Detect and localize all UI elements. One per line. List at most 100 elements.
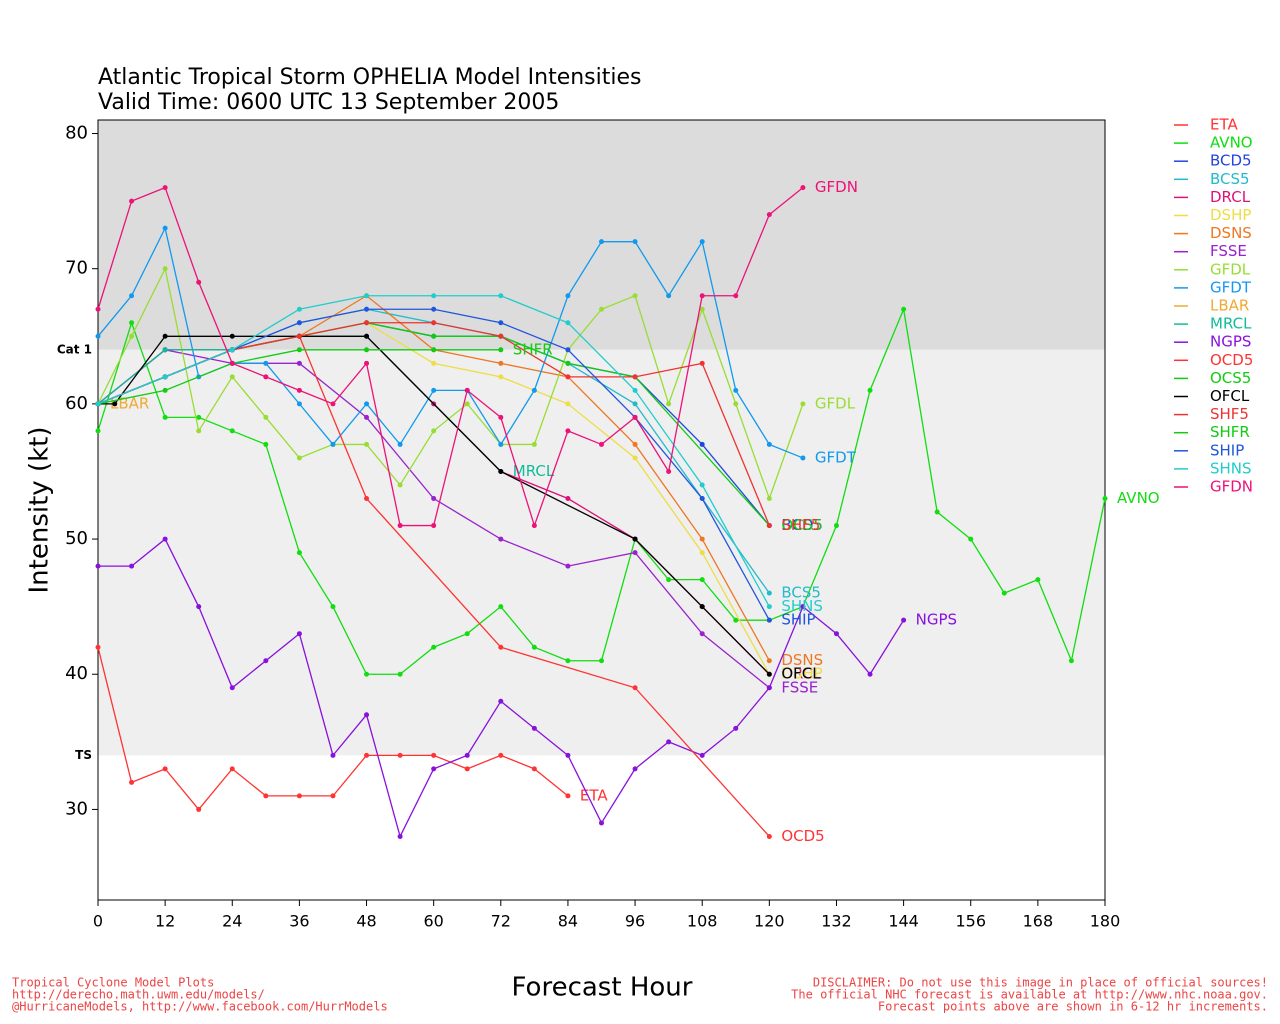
series-point	[498, 374, 504, 380]
series-point	[95, 428, 101, 434]
series-point	[162, 536, 168, 542]
series-point	[129, 320, 135, 326]
series-point	[397, 441, 403, 447]
series-point	[766, 441, 772, 447]
series-point	[666, 577, 672, 583]
series-end-label: OCS5	[781, 516, 822, 534]
series-point	[632, 441, 638, 447]
series-point	[296, 333, 302, 339]
chart-title: Atlantic Tropical Storm OPHELIA Model In…	[98, 65, 641, 90]
legend-label: FSSE	[1210, 242, 1247, 260]
series-point	[364, 671, 370, 677]
series-point	[565, 793, 571, 799]
series-point	[531, 523, 537, 529]
series-point	[498, 347, 504, 353]
series-point	[699, 604, 705, 610]
series-point	[565, 374, 571, 380]
series-point	[95, 401, 101, 407]
legend-label: DRCL	[1210, 188, 1251, 206]
series-point	[364, 306, 370, 312]
series-point	[766, 604, 772, 610]
series-point	[129, 563, 135, 569]
y-tick-label: 50	[65, 528, 88, 549]
series-end-label: OFCL	[781, 665, 821, 683]
legend-label: SHFR	[1210, 423, 1250, 441]
series-point	[162, 387, 168, 393]
series-point	[296, 631, 302, 637]
series-point	[766, 496, 772, 502]
series-line	[97, 266, 804, 501]
series-point	[766, 658, 772, 664]
footer-right: DISCLAIMER: Do not use this image in pla…	[813, 976, 1268, 990]
series-end-label: GFDL	[815, 394, 856, 412]
series-point	[464, 387, 470, 393]
series-point	[733, 387, 739, 393]
series-point	[296, 360, 302, 366]
series-point	[296, 550, 302, 556]
series-point	[464, 752, 470, 758]
series-point	[95, 333, 101, 339]
series-point	[296, 401, 302, 407]
series-point	[364, 752, 370, 758]
plot-frame	[97, 119, 1106, 901]
legend-label: ETA	[1210, 116, 1238, 134]
series-end-label: ETA	[580, 786, 608, 804]
legend-label: OFCL	[1210, 387, 1250, 405]
series-point	[229, 766, 235, 772]
series-point	[632, 374, 638, 380]
x-tick-label: 24	[222, 912, 242, 931]
series-point	[666, 739, 672, 745]
series-point	[699, 441, 705, 447]
series-point	[162, 347, 168, 353]
x-tick-label: 168	[1023, 912, 1054, 931]
y-axis-label: Intensity (kt)	[25, 427, 55, 594]
series-point	[162, 414, 168, 420]
footer-left: @HurricaneModels, http://www.facebook.co…	[12, 1000, 388, 1014]
series-point	[431, 644, 437, 650]
x-axis-label: Forecast Hour	[512, 973, 693, 1003]
series-point	[263, 360, 269, 366]
legend-label: DSHP	[1210, 206, 1251, 224]
series-point	[699, 631, 705, 637]
series-point	[162, 185, 168, 191]
series-point	[129, 198, 135, 204]
series-point	[162, 225, 168, 231]
series-point	[1035, 577, 1041, 583]
x-tick-label: 144	[888, 912, 919, 931]
series-point	[632, 536, 638, 542]
x-tick-label: 108	[687, 912, 718, 931]
series-point	[632, 239, 638, 245]
series-point	[431, 496, 437, 502]
series-point	[733, 617, 739, 623]
legend-label: GFDT	[1210, 278, 1252, 296]
legend-label: GFDL	[1210, 260, 1251, 278]
series-point	[498, 698, 504, 704]
legend-label: OCS5	[1210, 369, 1251, 387]
series-point	[733, 401, 739, 407]
series-point	[397, 671, 403, 677]
series-point	[296, 320, 302, 326]
series-point	[766, 833, 772, 839]
series-point	[431, 347, 437, 353]
series-point	[229, 374, 235, 380]
hurricane-band	[98, 120, 1105, 350]
series-point	[162, 266, 168, 272]
y-tick-label: 60	[65, 393, 88, 414]
series-point	[364, 496, 370, 502]
series-point	[632, 401, 638, 407]
y-tick-label: 40	[65, 663, 88, 684]
series-point	[229, 333, 235, 339]
legend-label: MRCL	[1210, 315, 1252, 333]
series-point	[766, 671, 772, 677]
threshold-label: Cat 1	[57, 342, 92, 356]
series-point	[565, 752, 571, 758]
chart-subtitle: Valid Time: 0600 UTC 13 September 2005	[98, 90, 559, 115]
series-end-label: SHNS	[781, 597, 823, 615]
series-point	[632, 685, 638, 691]
legend-label: NGPS	[1210, 333, 1251, 351]
series-point	[296, 387, 302, 393]
series-point	[901, 617, 907, 623]
x-tick-label: 48	[356, 912, 376, 931]
series-point	[666, 401, 672, 407]
x-tick-label: 72	[491, 912, 511, 931]
